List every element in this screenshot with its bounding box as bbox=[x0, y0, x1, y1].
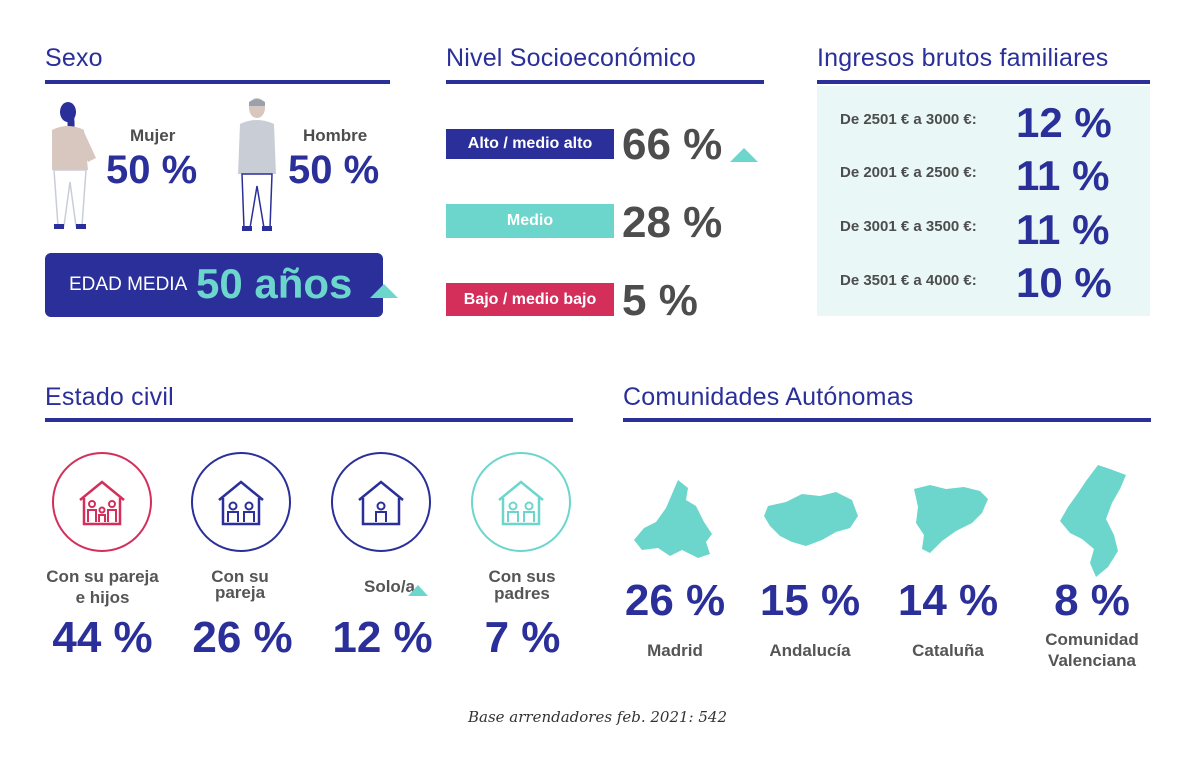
family-house-icon bbox=[79, 480, 125, 526]
mujer-value: 50 % bbox=[106, 148, 198, 192]
edad-media-box bbox=[45, 253, 383, 317]
estado-civil-value-2: 26 % bbox=[192, 613, 293, 662]
comunidad-value-2: 15 % bbox=[759, 576, 861, 625]
estado-civil-circle-2 bbox=[191, 452, 291, 552]
ingresos-value-3: 11 % bbox=[1016, 206, 1110, 253]
comunidad-value-1: 26 % bbox=[624, 576, 726, 625]
comunidad-value-4: 8 % bbox=[1054, 576, 1130, 625]
andalucia-map-icon bbox=[764, 492, 858, 546]
estado-civil-label-1b: e hijos bbox=[75, 588, 130, 607]
estado-civil-title: Estado civil bbox=[45, 383, 174, 411]
ingresos-label-2: De 2001 € a 2500 €: bbox=[840, 164, 977, 181]
nse-tag-bajo: Bajo / medio bajo bbox=[446, 283, 614, 316]
madrid-map-icon bbox=[634, 480, 712, 558]
hombre-label: Hombre bbox=[303, 126, 368, 145]
estado-civil-value-3: 12 % bbox=[332, 613, 433, 662]
ingresos-label-1: De 2501 € a 3000 €: bbox=[840, 111, 977, 128]
comunidades-rule bbox=[623, 418, 1151, 422]
up-triangle-icon bbox=[408, 585, 428, 596]
nse-value-alto: 66 % bbox=[622, 120, 723, 169]
estado-civil-circle-4 bbox=[471, 452, 571, 552]
ingresos-value-1: 12 % bbox=[1016, 99, 1112, 146]
estado-civil-label-2a: Con su bbox=[211, 567, 269, 586]
couple-house-icon bbox=[218, 480, 264, 526]
ingresos-value-4: 10 % bbox=[1016, 259, 1112, 306]
nse-tag-medio: Medio bbox=[446, 204, 614, 238]
up-triangle-icon bbox=[370, 284, 398, 298]
footer-note: Base arrendadores feb. 2021: 542 bbox=[467, 708, 727, 726]
estado-civil-label-1a: Con su pareja bbox=[46, 567, 159, 586]
ingresos-value-2: 11 % bbox=[1016, 152, 1110, 199]
parents-house-icon bbox=[498, 480, 544, 526]
hombre-value: 50 % bbox=[288, 148, 380, 192]
comunidad-label-1: Madrid bbox=[647, 641, 703, 660]
ingresos-rule bbox=[817, 80, 1150, 84]
estado-civil-circle-3 bbox=[331, 452, 431, 552]
estado-civil-label-2b: pareja bbox=[214, 583, 266, 602]
mujer-label: Mujer bbox=[130, 126, 176, 145]
ingresos-title: Ingresos brutos familiares bbox=[817, 44, 1109, 72]
estado-civil-value-4: 7 % bbox=[484, 613, 561, 662]
nse-value-bajo: 5 % bbox=[622, 276, 698, 325]
edad-media-value: 50 años bbox=[196, 260, 353, 307]
estado-civil-circle-1 bbox=[52, 452, 152, 552]
estado-civil-value-1: 44 % bbox=[52, 613, 153, 662]
comunidades-title: Comunidades Autónomas bbox=[623, 383, 914, 411]
comunidad-label-4a: Comunidad bbox=[1045, 630, 1139, 649]
comunidad-label-3: Cataluña bbox=[912, 641, 984, 660]
comunidad-label-4b: Valenciana bbox=[1048, 651, 1136, 670]
nse-tag-alto: Alto / medio alto bbox=[446, 129, 614, 159]
comunidad-label-2: Andalucía bbox=[769, 641, 851, 660]
woman-figure-icon bbox=[52, 102, 96, 229]
nse-title: Nivel Socioeconómico bbox=[446, 44, 696, 72]
up-triangle-icon bbox=[730, 148, 758, 162]
ingresos-label-4: De 3501 € a 4000 €: bbox=[840, 272, 977, 289]
valencia-map-icon bbox=[1060, 465, 1126, 577]
sexo-title: Sexo bbox=[45, 44, 103, 72]
nse-rule bbox=[446, 80, 764, 84]
sexo-rule bbox=[45, 80, 390, 84]
edad-media-label: EDAD MEDIA bbox=[69, 274, 188, 295]
ingresos-label-3: De 3001 € a 3500 €: bbox=[840, 218, 977, 235]
cataluna-map-icon bbox=[914, 485, 988, 553]
estado-civil-rule bbox=[45, 418, 573, 422]
man-figure-icon bbox=[238, 98, 276, 231]
ingresos-panel bbox=[817, 86, 1150, 316]
nse-value-medio: 28 % bbox=[622, 198, 723, 247]
single-house-icon bbox=[358, 480, 404, 526]
estado-civil-label-3a: Solo/a bbox=[363, 577, 415, 596]
estado-civil-label-4a: Con sus bbox=[488, 567, 556, 586]
estado-civil-label-4b: padres bbox=[494, 584, 550, 603]
comunidad-value-3: 14 % bbox=[897, 576, 999, 625]
